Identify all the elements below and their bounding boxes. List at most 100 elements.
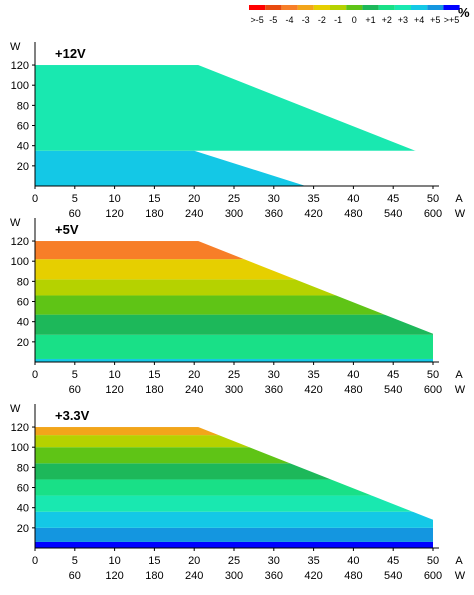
legend-swatch [297, 5, 314, 10]
legend-label: +4 [414, 15, 424, 25]
y-tick-label: 20 [17, 337, 29, 349]
legend-label: +5 [430, 15, 440, 25]
y-tick-label: 80 [17, 462, 29, 474]
color-legend: % >-5 -5 -4 -3 -2 -1 0 +1 +2 +3 +4 +5 >+5 [249, 5, 470, 25]
x-tick-label: 20 [188, 555, 200, 567]
y-tick-label: 60 [17, 297, 29, 309]
y-tick-label: 80 [17, 100, 29, 112]
chart-panel: 20 40 60 80 100 120 W 0 5 10 15 20 25 30 35 40 45 50 A 60 12… [10, 217, 466, 396]
y-tick-label: 100 [11, 80, 29, 92]
x2-tick-label: 120 [105, 384, 123, 396]
x-tick-label: 5 [72, 193, 78, 205]
chart-title: +5V [55, 222, 79, 237]
heatmap-band [35, 541, 433, 548]
x2-axis-label: W [455, 208, 466, 220]
legend-label: -1 [334, 15, 342, 25]
x2-tick-label: 540 [384, 384, 402, 396]
heatmap-band [35, 150, 306, 186]
x2-tick-label: 300 [225, 570, 243, 582]
heatmap-band [35, 314, 433, 335]
legend-swatch [443, 5, 460, 10]
heatmap-band [35, 60, 433, 65]
x-tick-label: 50 [427, 193, 439, 205]
x2-tick-label: 600 [424, 570, 442, 582]
x-tick-label: 50 [427, 555, 439, 567]
y-tick-label: 60 [17, 483, 29, 495]
legend-label: -4 [285, 15, 293, 25]
heatmap-band [35, 358, 433, 362]
legend-swatch [265, 5, 282, 10]
x-axis-label: A [455, 369, 463, 381]
x2-tick-label: 60 [69, 384, 81, 396]
x2-tick-label: 600 [424, 384, 442, 396]
x-tick-label: 0 [32, 369, 38, 381]
x-tick-label: 20 [188, 369, 200, 381]
legend-label: +1 [365, 15, 375, 25]
x2-tick-label: 180 [145, 570, 163, 582]
heatmap-band [35, 65, 433, 151]
x-tick-label: 40 [347, 369, 359, 381]
x-tick-label: 15 [148, 193, 160, 205]
x2-tick-label: 540 [384, 208, 402, 220]
x2-tick-label: 60 [69, 570, 81, 582]
x2-tick-label: 360 [265, 208, 283, 220]
legend-swatch [362, 5, 379, 10]
legend-swatch [330, 5, 347, 10]
legend-label: +2 [382, 15, 392, 25]
chart-panel: 20 40 60 80 100 120 W 0 5 10 15 20 25 30 35 40 45 50 A 60 12… [10, 403, 466, 582]
x2-tick-label: 240 [185, 570, 203, 582]
x-tick-label: 5 [72, 369, 78, 381]
legend-label: >-5 [250, 15, 263, 25]
x-tick-label: 15 [148, 555, 160, 567]
x-tick-label: 35 [307, 369, 319, 381]
y-axis-label: W [10, 217, 21, 229]
x-tick-label: 30 [268, 555, 280, 567]
x2-tick-label: 600 [424, 208, 442, 220]
x-tick-label: 35 [307, 555, 319, 567]
y-tick-label: 100 [11, 256, 29, 268]
legend-label: +3 [398, 15, 408, 25]
y-tick-label: 40 [17, 141, 29, 153]
y-tick-label: 40 [17, 317, 29, 329]
x2-axis-label: W [455, 570, 466, 582]
legend-swatch [249, 5, 266, 10]
x-tick-label: 50 [427, 369, 439, 381]
x-tick-label: 10 [108, 193, 120, 205]
x-tick-label: 35 [307, 193, 319, 205]
heatmap-band [35, 527, 433, 542]
x2-tick-label: 60 [69, 208, 81, 220]
x2-tick-label: 480 [344, 208, 362, 220]
heatmap-band [35, 334, 433, 359]
x2-tick-label: 360 [265, 384, 283, 396]
x-tick-label: 45 [387, 369, 399, 381]
y-tick-label: 120 [11, 422, 29, 434]
legend-swatch [378, 5, 395, 10]
y-tick-label: 20 [17, 161, 29, 173]
x-tick-label: 40 [347, 193, 359, 205]
x-tick-label: 30 [268, 193, 280, 205]
heatmap-band [35, 479, 433, 496]
x-tick-label: 30 [268, 369, 280, 381]
x-tick-label: 0 [32, 555, 38, 567]
legend-label: -3 [302, 15, 310, 25]
heatmap-band [35, 463, 433, 480]
heatmap-band [35, 422, 433, 427]
heatmap-area [35, 241, 433, 362]
legend-swatch [394, 5, 411, 10]
y-tick-label: 120 [11, 60, 29, 72]
heatmap-band [35, 435, 433, 448]
x-tick-label: 10 [108, 555, 120, 567]
x-axis-label: A [455, 193, 463, 205]
heatmap-area [35, 60, 433, 186]
x2-tick-label: 480 [344, 384, 362, 396]
y-tick-label: 20 [17, 523, 29, 535]
x-tick-label: 0 [32, 193, 38, 205]
heatmap-band [35, 259, 433, 280]
heatmap-area [35, 422, 433, 548]
y-axis-label: W [10, 41, 21, 53]
legend-label: -5 [269, 15, 277, 25]
chart-panel: 20 40 60 80 100 120 W 0 5 10 15 20 25 30 35 40 45 50 A 60 12… [10, 41, 466, 220]
legend-label: >+5 [444, 15, 460, 25]
